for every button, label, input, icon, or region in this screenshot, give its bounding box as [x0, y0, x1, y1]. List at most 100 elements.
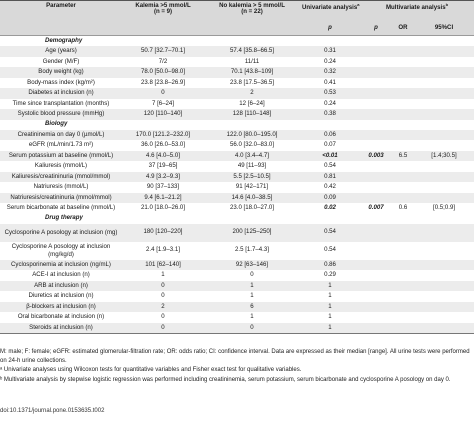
cell-univariate-p: 1 [300, 301, 360, 312]
table-row: Systolic blood pressure (mmHg) 120 [110–1… [0, 109, 474, 120]
cell-ci [414, 129, 474, 140]
cell-univariate-p: 0.24 [324, 57, 336, 65]
section-label: Drug therapy [45, 214, 83, 222]
cell-kalemia-normal: 49 [11–93] [237, 162, 267, 170]
table-row: Serum bicarbonate at baseline (mmol/L) 21… [0, 203, 474, 214]
cell-univariate-p: 0.41 [324, 78, 336, 86]
table-row: Natriuresis (mmol/L) 90 [37–133] 91 [42–17… [0, 182, 474, 193]
cell-kalemia-normal: 0 [250, 271, 254, 279]
cell-kalemia-normal: 56.0 [32.0–83.0] [229, 141, 275, 149]
header-parameter: Parameter [0, 0, 122, 22]
table-row: Serum potassium at baseline (mmol/L) 4.6 … [0, 150, 474, 161]
cell-ci [414, 57, 474, 68]
cell-kalemia-high: 0 [122, 88, 204, 99]
cell-multivariate-p [360, 192, 392, 203]
header-univariate-p: p [300, 22, 360, 36]
cell-parameter: Oral bicarbonate at inclusion (n) [17, 313, 105, 321]
cell-univariate-p: 0.07 [324, 141, 336, 149]
cell-or [392, 259, 414, 270]
cell-multivariate-p [360, 46, 392, 57]
cell-ci: [1.4;30.5] [414, 150, 474, 161]
cell-kalemia-normal: 70.1 [43.8–109] [204, 67, 300, 78]
cell-parameter: ACE-I at inclusion (n) [32, 271, 90, 279]
cell-parameter: Body weight (kg) [0, 67, 122, 78]
table-row: eGFR (mL/min/1.73 m²) 36.0 [26.0–53.0] 56.… [0, 140, 474, 151]
cell-kalemia-high: 4.9 [3.2–9.3] [122, 171, 204, 182]
footnote-univariate: ᵃ Univariate analyses using Wilcoxon tes… [0, 367, 302, 374]
cell-kalemia-normal: 11/11 [244, 57, 260, 65]
cell-multivariate-p [360, 259, 392, 270]
cell-kalemia-high: 37 [19–65] [148, 162, 178, 170]
cell-multivariate-p [360, 223, 392, 242]
cell-multivariate-p [360, 322, 392, 334]
cell-multivariate-p [360, 301, 392, 312]
cell-ci [414, 223, 474, 242]
cell-or [392, 99, 414, 110]
cell-or [392, 270, 414, 281]
cell-kalemia-normal: 1 [204, 280, 300, 291]
cell-ci [414, 109, 474, 120]
cell-kalemia-high: 170.0 [121.2–232.0] [122, 129, 204, 140]
cell-univariate-p: 0.02 [324, 204, 336, 212]
cell-or [392, 129, 414, 140]
cell-ci [414, 67, 474, 78]
cell-kalemia-normal: 0 [204, 322, 300, 334]
table-row: Cyclosporine A posology at inclusion (mg… [0, 223, 474, 242]
cell-ci [414, 259, 474, 270]
cell-parameter: Serum bicarbonate at baseline (mmol/L) [6, 204, 116, 212]
cell-or [392, 161, 414, 172]
footnote-multivariate: ᵇ Multivariate analysis by stepwise logi… [0, 376, 451, 383]
cell-kalemia-high: 1 [161, 271, 165, 279]
cell-or [392, 192, 414, 203]
cell-multivariate-p [360, 129, 392, 140]
header-kalemia-high: Kalemia >5 mmol/L (n = 9) [122, 0, 204, 22]
cell-multivariate-p [360, 270, 392, 281]
cell-univariate-p: 0.24 [324, 99, 336, 107]
cell-univariate-p: 0.53 [300, 88, 360, 99]
cell-or [392, 242, 414, 260]
cell-kalemia-high: 0 [122, 280, 204, 291]
cell-univariate-p: 1 [300, 280, 360, 291]
doi-text: doi:10.1371/journal.pone.0153635.t002 [0, 408, 105, 414]
cell-kalemia-normal: 4.0 [3.4–4.7] [204, 150, 300, 161]
cell-parameter: Kaliuresis/creatininuria (mmol/mmol) [0, 171, 122, 182]
cell-ci [414, 99, 474, 110]
cell-kalemia-high: 90 [37–133] [146, 183, 180, 191]
cell-ci [414, 270, 474, 281]
cell-kalemia-normal: 2.5 [1.7–4.3] [235, 246, 269, 254]
cell-kalemia-normal: 128 [110–148] [204, 109, 300, 120]
table-row: Time since transplantation (months) 7 [6–… [0, 99, 474, 110]
cell-multivariate-p [360, 171, 392, 182]
cell-ci [414, 88, 474, 99]
cell-parameter: eGFR (mL/min/1.73 m²) [28, 141, 94, 149]
table-row: ARB at inclusion (n) 0 1 1 [0, 280, 474, 291]
cell-univariate-p: <0.01 [300, 150, 360, 161]
table-row: Steroids at inclusion (n) 0 0 1 [0, 322, 474, 334]
results-table: Parameter Kalemia >5 mmol/L (n = 9) No ka… [0, 0, 474, 334]
cell-univariate-p: 0.86 [300, 259, 360, 270]
cell-multivariate-p [360, 242, 392, 260]
cell-univariate-p: 1 [300, 322, 360, 334]
table-row: Oral bicarbonate at inclusion (n) 0 1 1 [0, 312, 474, 323]
cell-kalemia-normal: 200 [125–250] [204, 223, 300, 242]
table-row: Natriuresis/creatininuria (mmol/mmol) 9.4… [0, 192, 474, 203]
cell-parameter: Cyclosporinemia at inclusion (ng/mL) [0, 259, 122, 270]
section-row: Demography [0, 36, 474, 47]
cell-kalemia-normal: 23.8 [17.5–36.5] [229, 78, 275, 86]
header-or: OR [392, 22, 414, 36]
cell-kalemia-high: 21.0 [18.0–26.0] [140, 204, 186, 212]
cell-or: 0.6 [398, 204, 408, 212]
cell-univariate-p: 0.09 [300, 192, 360, 203]
cell-kalemia-high: 7/2 [158, 57, 168, 65]
cell-ci [414, 291, 474, 302]
cell-parameter: Creatininemia on day 0 (µmol/L) [0, 129, 122, 140]
cell-parameter: β-blockers at inclusion (n) [0, 301, 122, 312]
cell-multivariate-p [360, 99, 392, 110]
cell-kalemia-high: 120 [110–140] [122, 109, 204, 120]
cell-univariate-p: 0.54 [324, 162, 336, 170]
table-row: β-blockers at inclusion (n) 2 6 1 [0, 301, 474, 312]
cell-ci [414, 280, 474, 291]
section-row: Drug therapy [0, 214, 474, 224]
cell-multivariate-p [360, 67, 392, 78]
cell-ci [414, 192, 474, 203]
